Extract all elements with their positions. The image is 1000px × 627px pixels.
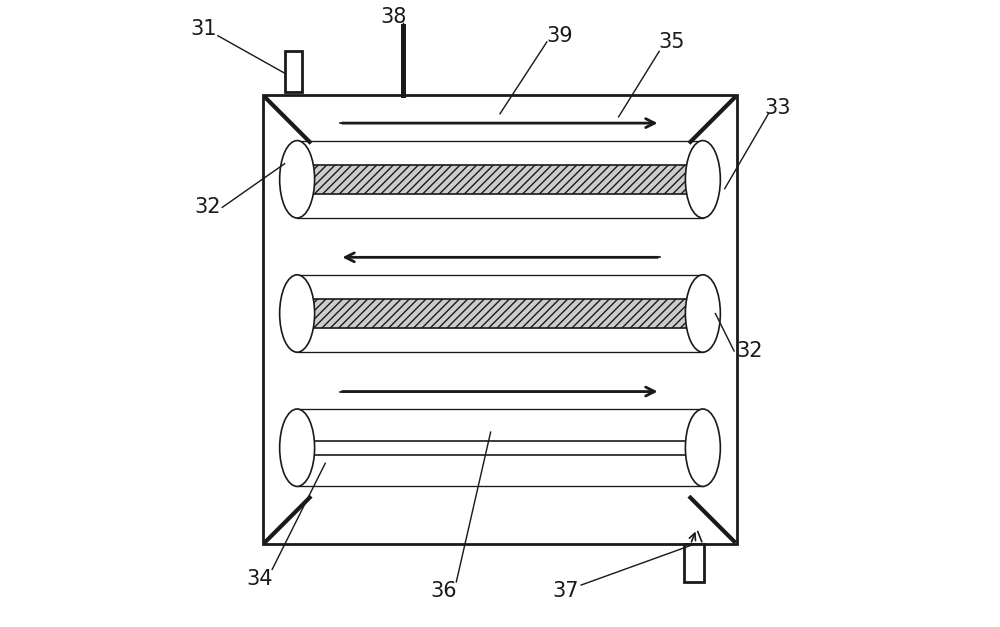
Bar <box>306 441 694 455</box>
Ellipse shape <box>280 140 315 218</box>
Bar <box>263 95 737 544</box>
Text: 31: 31 <box>190 19 217 40</box>
Bar <box>285 51 302 92</box>
Text: 38: 38 <box>381 7 407 27</box>
Text: 32: 32 <box>195 198 221 218</box>
Text: 39: 39 <box>546 26 573 46</box>
Text: 36: 36 <box>431 581 457 601</box>
Bar <box>684 544 704 582</box>
Ellipse shape <box>685 140 720 218</box>
Text: 32: 32 <box>736 341 763 361</box>
Ellipse shape <box>685 409 720 487</box>
Text: 37: 37 <box>552 581 579 601</box>
Bar <box>306 299 694 328</box>
Text: 34: 34 <box>246 569 273 589</box>
Text: 35: 35 <box>658 32 685 52</box>
Ellipse shape <box>280 275 315 352</box>
Ellipse shape <box>280 409 315 487</box>
Text: 33: 33 <box>765 98 791 117</box>
Ellipse shape <box>685 275 720 352</box>
Bar <box>306 164 694 194</box>
